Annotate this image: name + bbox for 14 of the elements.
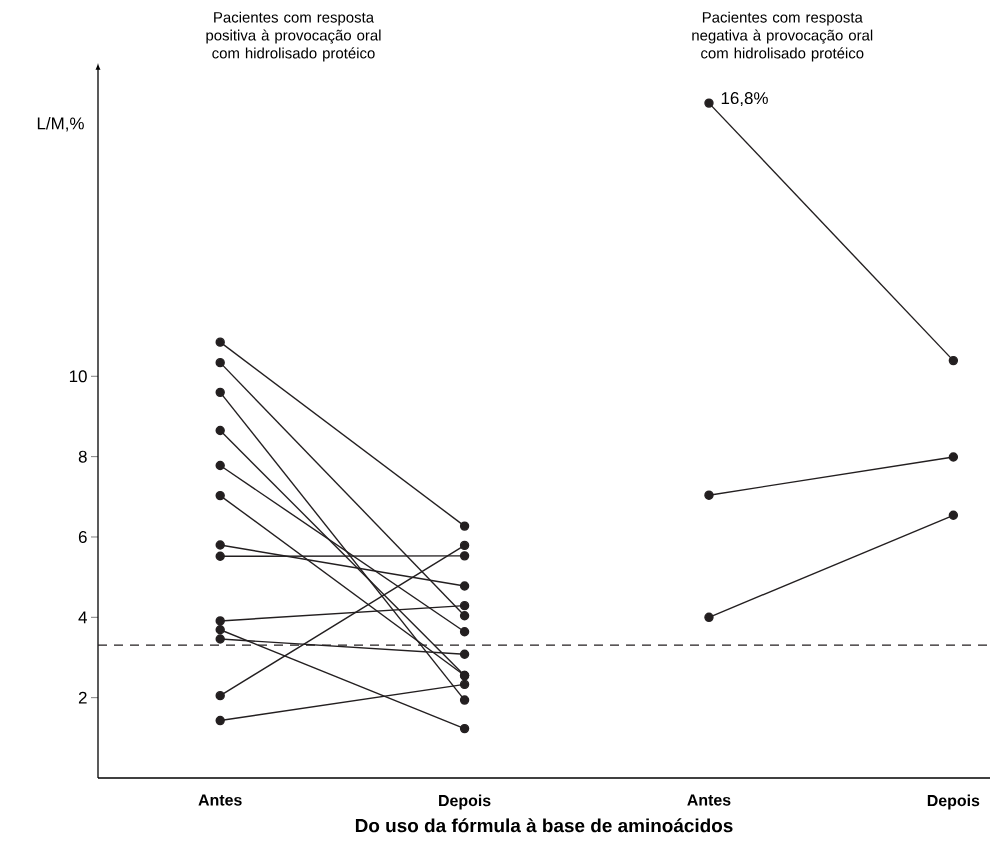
text: Pacientes com resposta positiva à provocação oral com hidrolisado protéico [206,11,381,62]
x-tick-label: Depois [927,794,980,810]
x-tick-label: Antes [198,794,242,806]
x-tick-label: Antes [687,794,731,806]
x-axis-title: Do uso da fórmula à base de aminoácidos [355,818,733,833]
y-tick-label: 10 [69,370,87,383]
y-tick-label: 4 [78,611,87,624]
y-tick-label: 8 [78,450,87,463]
y-tick-label: 2 [78,691,87,704]
data-label: 16,8% [721,92,768,107]
y-tick-label: 6 [78,530,87,543]
text: Pacientes com resposta negativa à provocação oral com hidrolisado protéico [692,11,873,62]
y-axis-title: L/M,% [37,117,84,132]
x-tick-label: Depois [439,794,491,810]
